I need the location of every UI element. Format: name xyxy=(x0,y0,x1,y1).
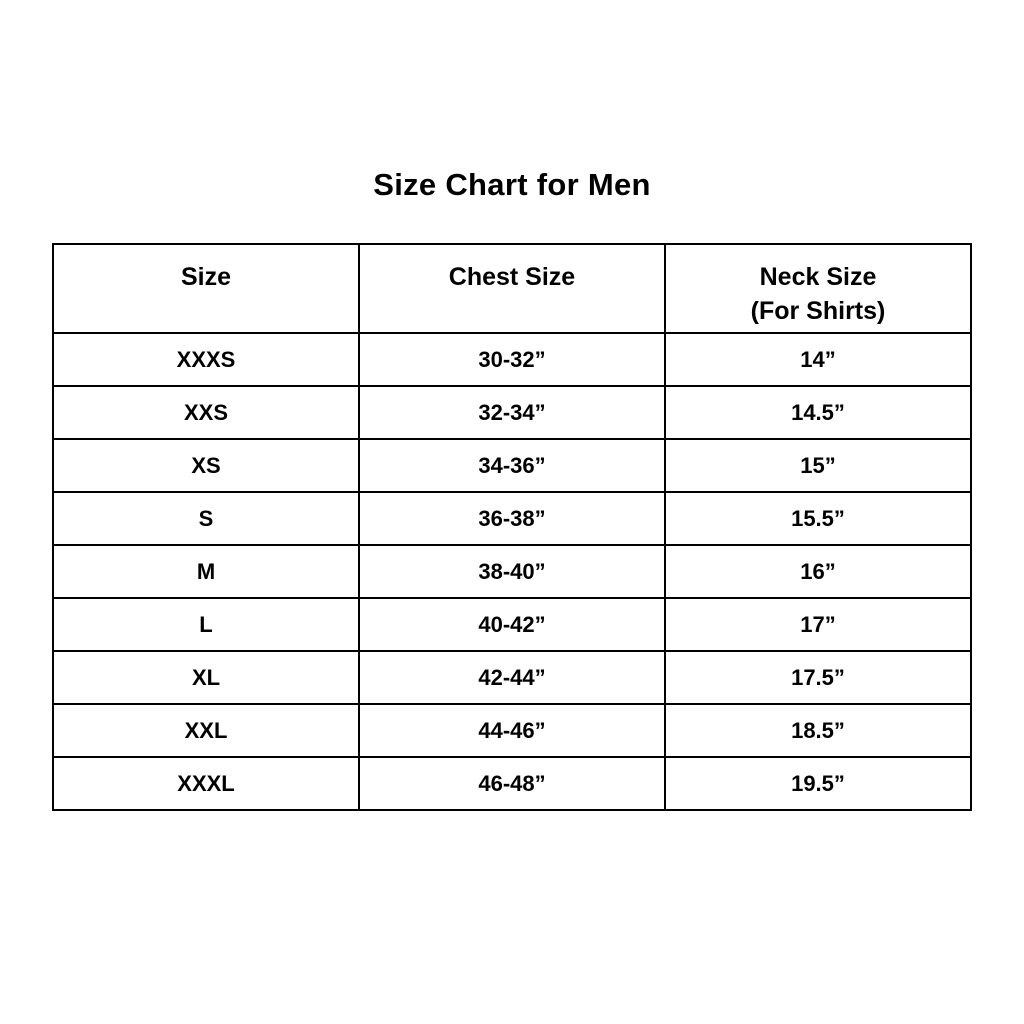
table-row: L 40-42” 17” xyxy=(52,597,972,652)
size-cell: XXL xyxy=(52,703,360,758)
table-row: XXXS 30-32” 14” xyxy=(52,332,972,387)
neck-size-cell: 14” xyxy=(664,332,972,387)
size-cell: XS xyxy=(52,438,360,493)
neck-size-cell: 17.5” xyxy=(664,650,972,705)
column-header-size: Size xyxy=(52,243,360,334)
table-row: S 36-38” 15.5” xyxy=(52,491,972,546)
page-title: Size Chart for Men xyxy=(373,167,651,202)
table-row: XXXL 46-48” 19.5” xyxy=(52,756,972,811)
column-header-chest-size: Chest Size xyxy=(358,243,666,334)
column-header-neck-size-sublabel: (For Shirts) xyxy=(750,297,886,325)
neck-size-cell: 17” xyxy=(664,597,972,652)
chest-size-cell: 36-38” xyxy=(358,491,666,546)
table-row: XS 34-36” 15” xyxy=(52,438,972,493)
size-cell: L xyxy=(52,597,360,652)
chest-size-cell: 44-46” xyxy=(358,703,666,758)
header-row: Size Chest Size Neck Size (For Shirts) xyxy=(52,243,972,334)
neck-size-cell: 15” xyxy=(664,438,972,493)
chest-size-cell: 32-34” xyxy=(358,385,666,440)
table-row: XXS 32-34” 14.5” xyxy=(52,385,972,440)
neck-size-cell: 16” xyxy=(664,544,972,599)
neck-size-cell: 14.5” xyxy=(664,385,972,440)
size-cell: M xyxy=(52,544,360,599)
column-header-chest-size-label: Chest Size xyxy=(448,263,576,291)
size-cell: S xyxy=(52,491,360,546)
size-chart-table: Size Chest Size Neck Size (For Shirts) X… xyxy=(52,243,972,811)
size-cell: XXXL xyxy=(52,756,360,811)
chest-size-cell: 38-40” xyxy=(358,544,666,599)
size-cell: XXS xyxy=(52,385,360,440)
neck-size-cell: 18.5” xyxy=(664,703,972,758)
chest-size-cell: 42-44” xyxy=(358,650,666,705)
column-header-neck-size-label: Neck Size xyxy=(759,263,877,291)
column-header-neck-size: Neck Size (For Shirts) xyxy=(664,243,972,334)
chest-size-cell: 40-42” xyxy=(358,597,666,652)
chest-size-cell: 46-48” xyxy=(358,756,666,811)
chest-size-cell: 34-36” xyxy=(358,438,666,493)
size-cell: XXXS xyxy=(52,332,360,387)
table-row: XXL 44-46” 18.5” xyxy=(52,703,972,758)
size-cell: XL xyxy=(52,650,360,705)
neck-size-cell: 19.5” xyxy=(664,756,972,811)
column-header-size-label: Size xyxy=(180,263,232,291)
chest-size-cell: 30-32” xyxy=(358,332,666,387)
table-row: M 38-40” 16” xyxy=(52,544,972,599)
table-row: XL 42-44” 17.5” xyxy=(52,650,972,705)
neck-size-cell: 15.5” xyxy=(664,491,972,546)
